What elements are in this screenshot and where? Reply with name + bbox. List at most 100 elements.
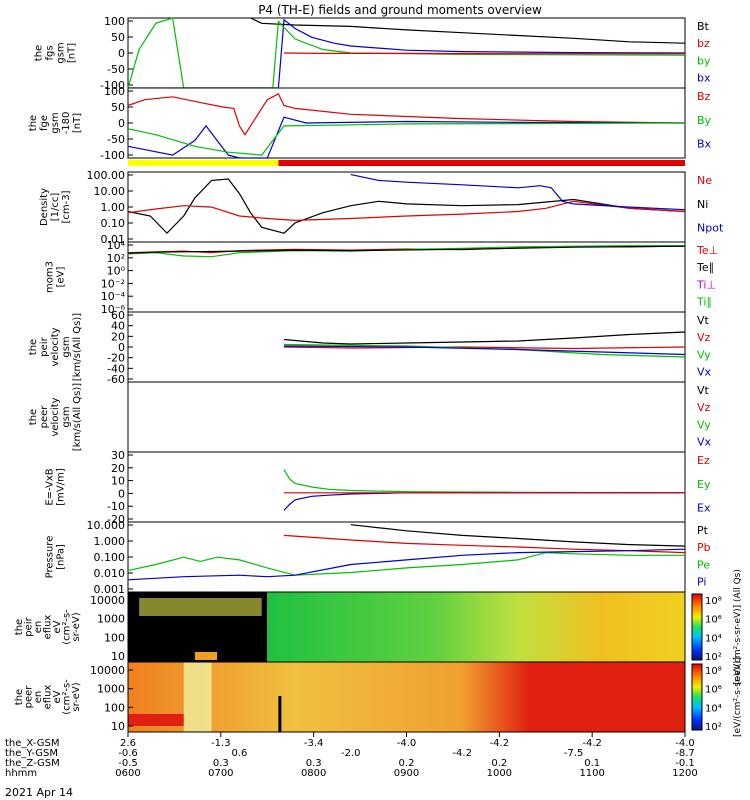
y-tick-label: -10 [107, 500, 125, 513]
axis-row-label: the_X-GSM [5, 738, 59, 749]
panel-peer_velocity: thepeervelocitygsm[km/s(All Qs)] Vt Vz Vy Vx [28, 381, 712, 453]
colorbar-tick-label: 10² [705, 722, 722, 733]
axis-row-value: 0.3 [213, 758, 229, 769]
legend-entry: Te∥ [696, 261, 714, 274]
y-axis-label-line: the [34, 45, 45, 61]
region-status-bar [128, 160, 685, 166]
axis-row-value: 0.2 [399, 758, 415, 769]
y-axis-label-line: the [14, 689, 25, 705]
y-axis-label-line: [nT] [72, 113, 83, 133]
axis-row-value: -4.2 [452, 748, 472, 759]
y-axis-label: thefgsgsm[nT] [34, 42, 78, 63]
axis-row-value: -1.3 [211, 738, 231, 749]
legend-entry: Ti⊥ [696, 278, 716, 291]
y-axis-label-line: fge [39, 115, 50, 131]
y-tick-label: 0.01 [101, 233, 126, 246]
legend-entry: Ni [697, 198, 708, 211]
series-bz [283, 52, 685, 55]
legend-entry: Pi [697, 576, 706, 589]
panel-density: 100.00 10.00 1.00 0.10 0.01 Density[1/cc][cm-… [39, 169, 724, 246]
y-axis-label: E=-VxB[mV/m] [45, 468, 67, 506]
panel-frame [127, 521, 686, 593]
legend-entry: Bz [697, 90, 711, 103]
y-tick-label: 0 [118, 341, 125, 354]
axis-row-value: -4.0 [675, 738, 695, 749]
series-Ne [127, 200, 686, 222]
y-axis-label-line: the [28, 409, 39, 425]
y-axis-label-line: eflux [42, 615, 53, 640]
y-axis-label-line: (cm²-s- [61, 609, 72, 645]
axis-row-value: 0900 [394, 768, 419, 779]
panel-frame [127, 381, 686, 453]
y-tick-label: 10⁰ [107, 265, 126, 278]
y-tick-label: 100 [104, 631, 125, 644]
y-tick-label: -20 [107, 352, 125, 365]
series-Bz [127, 92, 686, 136]
y-tick-label: 0.010 [94, 567, 126, 580]
y-tick-label: 10⁻² [101, 277, 125, 290]
legend-entry: Vx [697, 366, 712, 379]
y-axis-label-line: [eV] [56, 267, 67, 288]
series-by [127, 17, 686, 89]
y-axis-label-line: [cm-3] [61, 190, 72, 223]
status-bar-yellow [128, 160, 279, 166]
legend-entry: Ne [697, 174, 712, 187]
colorbar-tick-label: 10⁶ [705, 685, 722, 696]
axis-row-value: 0.3 [306, 758, 322, 769]
y-tick-label: 40 [111, 320, 125, 333]
y-tick-label: -40 [107, 362, 125, 375]
legend-entry: Bx [697, 138, 712, 151]
series-Ni [127, 178, 686, 235]
legend-entry: Vy [697, 348, 711, 361]
y-tick-label: 10.000 [87, 519, 126, 532]
y-axis-label-line: peir [39, 336, 50, 356]
colorbar-tick-label: 10⁴ [705, 633, 722, 644]
series-Vt [283, 331, 686, 345]
spectrogram-peir_eflux: 10000 1000 100 10 thepeirenefluxeV(cm²-s-sr-… [14, 569, 743, 685]
axis-row-label: hhmm [5, 768, 37, 779]
legend-entry: Pb [697, 541, 711, 554]
legend-entry: Vt [697, 314, 710, 327]
panel-frame [127, 451, 686, 523]
y-tick-label: 0.10 [101, 217, 126, 230]
y-axis-label-line: sr-eV) [71, 612, 82, 641]
y-tick-label: 1.000 [94, 535, 126, 548]
series-Vx [283, 345, 686, 356]
axis-row-label: the_Z-GSM [5, 758, 60, 769]
axis-row-value: -4.2 [582, 738, 602, 749]
y-axis-label-line: E=-VxB [45, 468, 56, 505]
axis-row-value: -0.1 [675, 758, 695, 769]
legend-entry: Pe [697, 558, 710, 571]
y-axis-label: thepeerenefluxeV(cm²-s-sr-eV) [14, 679, 82, 715]
y-tick-label: 50 [111, 31, 125, 44]
axis-row-value: 0600 [115, 768, 140, 779]
y-tick-label: 10⁻⁴ [101, 290, 126, 303]
y-axis-label-line: peer [23, 685, 34, 709]
y-axis-label-line: [nPa] [56, 544, 67, 570]
y-axis-label: thefgegsm-180[nT] [28, 112, 83, 135]
y-tick-label: 0 [118, 117, 125, 130]
axis-row-value: -0.6 [118, 748, 138, 759]
time-axis: the_X-GSM 2.6 -1.3 -3.4 -4.0 -4.2 -4.2 -4.0 the_… [5, 732, 698, 779]
y-tick-label: 30 [111, 449, 125, 462]
axis-row-value: 2.6 [120, 738, 136, 749]
y-axis-label: Pressure[nPa] [45, 536, 67, 579]
date-label: 2021 Apr 14 [5, 786, 73, 799]
y-tick-label: 10.00 [94, 185, 126, 198]
legend-entry: Pt [697, 524, 709, 537]
y-tick-label: 10000 [90, 594, 125, 607]
y-tick-label: 20 [111, 330, 125, 343]
y-axis-label-line: eV [52, 620, 63, 633]
axis-row-value: -3.4 [304, 738, 324, 749]
y-axis-label-line: sr-eV) [71, 682, 82, 711]
axis-row-value: -0.5 [118, 758, 138, 769]
y-tick-label: 1.00 [101, 201, 126, 214]
y-axis-label-line: gsm [50, 112, 61, 133]
y-axis-label-line: (cm²-s- [61, 679, 72, 715]
legend-entry: Vt [697, 384, 710, 397]
y-tick-label: 0.001 [94, 583, 126, 596]
y-axis-label-line: velocity [50, 327, 61, 366]
status-bar-red [278, 160, 685, 166]
y-axis-label-line: [km/s(All Qs)] [72, 313, 83, 381]
